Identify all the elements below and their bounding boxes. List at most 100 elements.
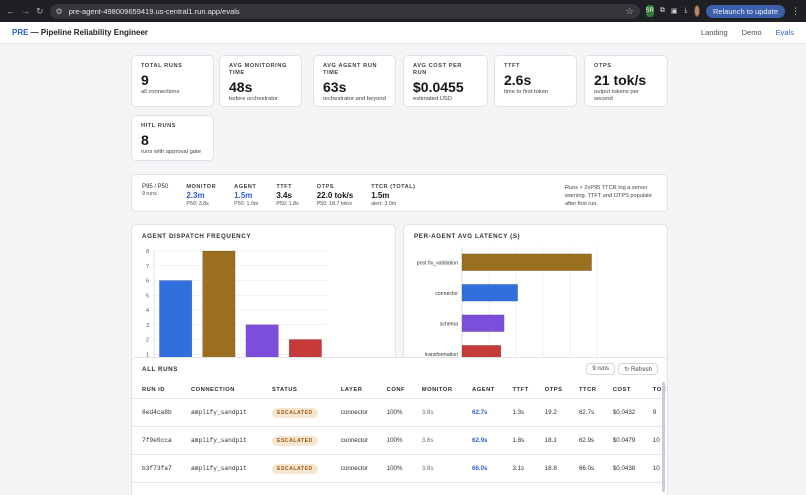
- brand-title[interactable]: PRE — Pipeline Reliability Engineer: [12, 28, 148, 37]
- col-run-id[interactable]: RUN ID: [132, 382, 181, 399]
- col-otps[interactable]: OTPS: [534, 382, 569, 399]
- status-badge: ESCALATED: [271, 435, 318, 446]
- bar: [202, 250, 236, 370]
- stat-sub: output tokens per second: [594, 89, 639, 102]
- percentile-monitor: MONITOR 2.3m P50: 3.8s: [186, 184, 216, 207]
- connection: amplify_sandpit: [180, 454, 262, 483]
- percentiles-note: Runs > 2xP95 TTCR log a server warning. …: [565, 185, 652, 207]
- status-cell: ESCALATED: [261, 398, 331, 427]
- stat-card-hitl-runs: HITL RUNS 8 runs with approval gate: [131, 115, 214, 161]
- brand-short: PRE: [12, 28, 29, 37]
- stat-sub: time to first token: [504, 89, 549, 95]
- all-runs-card: ALL RUNS 9 runs ↻ Refresh RUN ID CONNECT…: [131, 357, 668, 495]
- chart-title: PER-AGENT AVG LATENCY (S): [414, 233, 521, 240]
- percentile-label: TTCR (TOTAL): [371, 184, 416, 190]
- col-ttft[interactable]: TTFT: [502, 382, 535, 399]
- y-tick-label: 8: [146, 249, 149, 255]
- layer: connector: [330, 398, 377, 427]
- connection: amplify_sandpit: [180, 426, 262, 455]
- otps: 19.2: [534, 398, 569, 427]
- col-layer[interactable]: LAYER: [330, 382, 377, 399]
- table-row[interactable]: 7f9e0cca amplify_sandpit ESCALATED conne…: [132, 426, 666, 455]
- address-bar[interactable]: ⚙ pre-agent-498009659419.us-central1.run…: [49, 3, 640, 19]
- monitor: 3.6s: [411, 426, 463, 455]
- status-cell: ESCALATED: [261, 426, 331, 455]
- stat-label: HITL RUNS: [141, 123, 177, 129]
- percentile-label: AGENT: [234, 184, 257, 190]
- url-text[interactable]: pre-agent-498009659419.us-central1.run.a…: [68, 6, 240, 16]
- col-monitor[interactable]: MONITOR: [411, 382, 463, 399]
- nav-evals[interactable]: Evals: [775, 28, 794, 37]
- profile-avatar[interactable]: [694, 5, 700, 17]
- run-id[interactable]: 7f9e0cca: [132, 426, 181, 455]
- agent: 62.9s: [462, 426, 503, 455]
- stat-label: OTPS: [594, 63, 612, 69]
- percentile-ttft: TTFT 3.4s P50: 1.8s: [276, 184, 298, 207]
- toc: 9: [642, 398, 666, 427]
- stat-value: 8: [141, 132, 149, 148]
- tab-search-icon[interactable]: ▣: [670, 8, 678, 15]
- col-connection[interactable]: CONNECTION: [180, 382, 262, 399]
- stat-label: AVG AGENT RUN TIME: [323, 63, 378, 76]
- cost: $0.0479: [602, 426, 643, 455]
- stat-label: TOTAL RUNS: [141, 63, 183, 69]
- ttft: 1.3s: [502, 398, 535, 427]
- extension-icon[interactable]: SR: [645, 5, 654, 17]
- table-row[interactable]: 8ed4ca8b amplify_sandpit ESCALATED conne…: [132, 398, 666, 427]
- col-toc[interactable]: TOC: [642, 382, 666, 399]
- relaunch-button[interactable]: Relaunch to update: [705, 4, 785, 18]
- nav-demo[interactable]: Demo: [741, 28, 762, 37]
- col-conf[interactable]: CONF: [376, 382, 412, 399]
- percentile-value: 1.5m: [234, 191, 253, 200]
- stat-value: 9: [141, 72, 149, 88]
- cost: $0.0432: [602, 398, 643, 427]
- nav-landing[interactable]: Landing: [700, 28, 728, 37]
- stat-card-total-runs: TOTAL RUNS 9 all connections: [131, 55, 214, 107]
- percentiles-title-block: P95 / P50 9 runs: [142, 184, 168, 197]
- otps: 18.1: [534, 426, 569, 455]
- ttcr: 62.7s: [568, 398, 603, 427]
- reload-icon[interactable]: ↻: [36, 5, 44, 16]
- col-cost[interactable]: COST: [602, 382, 643, 399]
- table-row[interactable]: b3f73fa7 amplify_sandpit ESCALATED conne…: [132, 454, 666, 483]
- conf: 100%: [376, 398, 412, 427]
- stat-value: 2.6s: [504, 72, 532, 88]
- percentile-value: 22.0 tok/s: [316, 191, 354, 200]
- browser-toolbar: ← → ↻ ⚙ pre-agent-498009659419.us-centra…: [0, 0, 806, 22]
- col-agent[interactable]: AGENT: [462, 382, 503, 399]
- status-badge: ESCALATED: [271, 463, 318, 474]
- stat-sub: estimated USD: [413, 96, 452, 102]
- run-id[interactable]: 8ed4ca8b: [132, 398, 181, 427]
- agent: 66.0s: [462, 454, 503, 483]
- col-ttcr[interactable]: TTCR: [568, 382, 603, 399]
- run-id[interactable]: b3f73fa7: [132, 454, 181, 483]
- y-tick-label: 1: [146, 352, 149, 358]
- y-tick-label: post fix_validation: [417, 260, 458, 266]
- evals-page: TOTAL RUNS 9 all connections AVG MONITOR…: [0, 44, 806, 495]
- stat-card-avg-cost: AVG COST PER RUN $0.0455 estimated USD: [403, 55, 488, 107]
- y-tick-label: schema: [440, 321, 458, 327]
- puzzle-extensions-icon[interactable]: ⧉: [659, 7, 665, 14]
- menu-kebab-icon[interactable]: ⋮: [791, 5, 800, 16]
- app-header: PRE — Pipeline Reliability Engineer Land…: [0, 22, 806, 44]
- col-status[interactable]: STATUS: [261, 382, 331, 399]
- percentile-label: OTPS: [316, 184, 334, 190]
- y-tick-label: transformation: [425, 352, 458, 358]
- percentile-label: MONITOR: [186, 184, 217, 190]
- bar: [461, 253, 592, 271]
- percentile-agent: AGENT 1.5m P50: 1.0m: [234, 184, 258, 207]
- brand-rest: — Pipeline Reliability Engineer: [28, 28, 149, 37]
- bar: [461, 284, 518, 302]
- forward-icon[interactable]: →: [21, 6, 30, 16]
- back-icon[interactable]: ←: [6, 6, 15, 16]
- layer: connector: [330, 454, 377, 483]
- stat-sub: before orchestrator: [229, 96, 278, 102]
- download-icon[interactable]: ⤓: [684, 7, 688, 14]
- agent: 62.7s: [462, 398, 503, 427]
- refresh-button[interactable]: ↻ Refresh: [618, 363, 658, 375]
- table-scrollbar[interactable]: [662, 382, 665, 492]
- percentile-label: TTFT: [276, 184, 292, 190]
- toc: 10: [642, 426, 666, 455]
- bookmark-star-icon[interactable]: ☆: [625, 5, 634, 16]
- site-settings-icon[interactable]: ⚙: [55, 6, 63, 16]
